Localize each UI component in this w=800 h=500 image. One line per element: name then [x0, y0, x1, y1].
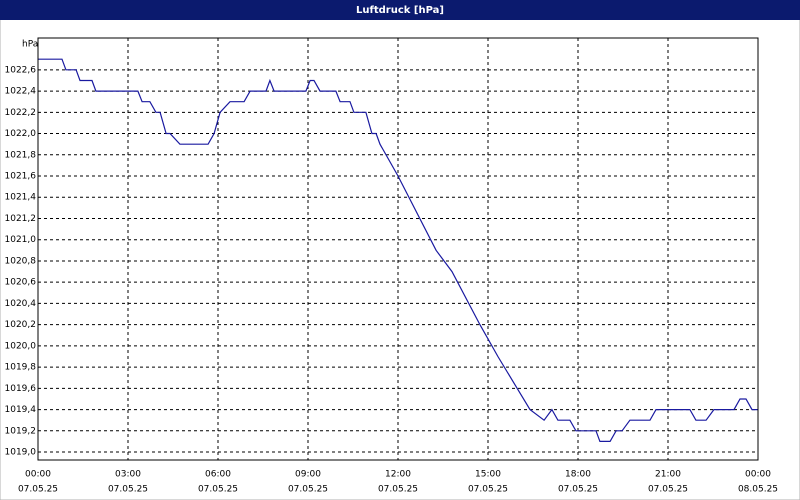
x-tick-label: 12:00: [385, 470, 411, 480]
x-tick-date: 07.05.25: [288, 485, 328, 495]
y-tick-label: 1020,6: [5, 278, 37, 288]
x-tick-date: 07.05.25: [648, 485, 688, 495]
y-tick-label: 1021,4: [5, 193, 37, 203]
y-tick-label: 1021,0: [5, 235, 37, 245]
line: [38, 58, 758, 442]
x-tick-label: 15:00: [475, 470, 501, 480]
y-tick-label: 1019,8: [5, 363, 37, 373]
x-tick-date: 07.05.25: [468, 485, 508, 495]
y-tick-label: 1019,0: [5, 448, 37, 458]
x-tick-date: 07.05.25: [558, 485, 598, 495]
x-tick-date: 07.05.25: [378, 485, 418, 495]
y-tick-label: 1019,4: [5, 405, 37, 415]
x-tick-date: 07.05.25: [108, 485, 148, 495]
x-tick-label: 18:00: [565, 470, 591, 480]
x-tick-label: 06:00: [205, 470, 231, 480]
y-tick-label: 1020,2: [5, 320, 37, 330]
x-tick-label: 00:00: [745, 470, 771, 480]
y-tick-label: 1022,6: [5, 65, 37, 75]
y-tick-label: 1021,2: [5, 214, 37, 224]
y-tick-label: 1020,8: [5, 256, 37, 266]
y-tick-label: 1021,6: [5, 172, 37, 182]
y-tick-label: 1021,8: [5, 150, 37, 160]
plot-border: [37, 37, 759, 461]
y-tick-label: 1022,2: [5, 108, 37, 118]
x-tick-date: 08.05.25: [738, 485, 778, 495]
y-tick-label: 1020,4: [5, 299, 37, 309]
title-bar: [0, 0, 800, 20]
x-tick-label: 21:00: [655, 470, 681, 480]
chart-title: Luftdruck [hPa]: [356, 5, 444, 16]
x-tick-label: 03:00: [115, 470, 141, 480]
x-tick-label: 00:00: [25, 470, 51, 480]
y-tick-label: 1020,0: [5, 341, 37, 351]
y-unit: hPa: [22, 40, 38, 50]
y-tick-label: 1022,4: [5, 87, 37, 97]
y-tick-label: 1019,2: [5, 426, 37, 436]
x-tick-date: 07.05.25: [18, 485, 58, 495]
x-tick-date: 07.05.25: [198, 485, 238, 495]
y-tick-label: 1022,0: [5, 129, 37, 139]
y-tick-label: 1019,6: [5, 384, 37, 394]
x-tick-label: 09:00: [295, 470, 321, 480]
